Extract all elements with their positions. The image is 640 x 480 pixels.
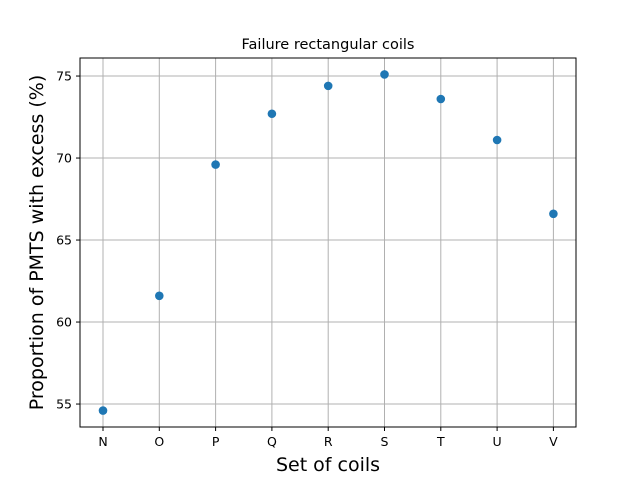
y-tick-label: 65 bbox=[56, 233, 72, 248]
x-tick-label: S bbox=[381, 434, 389, 449]
x-tick-label: N bbox=[98, 434, 107, 449]
plot-frame bbox=[79, 57, 577, 428]
x-tick-label: T bbox=[436, 434, 445, 449]
data-point bbox=[155, 291, 164, 301]
x-tick-label: U bbox=[493, 434, 502, 449]
data-point bbox=[380, 70, 389, 79]
x-axis-label: Set of coils bbox=[276, 454, 380, 476]
x-tick-label: O bbox=[154, 434, 164, 449]
data-point bbox=[211, 160, 220, 169]
y-tick-label: 55 bbox=[56, 397, 72, 412]
y-axis-label: Proportion of PMTS with excess (%) bbox=[26, 75, 48, 410]
x-tick-label: V bbox=[549, 434, 558, 449]
chart-title: Failure rectangular coils bbox=[242, 37, 415, 53]
data-point bbox=[98, 406, 108, 415]
x-tick-label: R bbox=[324, 434, 333, 449]
axis-ticks: N O P Q R S T U V 55 60 65 70 75 bbox=[56, 69, 558, 449]
y-tick-label: 60 bbox=[56, 315, 72, 330]
data-point bbox=[436, 94, 446, 104]
grid-lines bbox=[80, 58, 576, 427]
data-point bbox=[492, 135, 502, 145]
data-point bbox=[549, 209, 558, 219]
y-tick-label: 75 bbox=[56, 69, 72, 84]
data-point bbox=[323, 81, 333, 91]
x-tick-label: P bbox=[212, 434, 220, 449]
y-tick-label: 70 bbox=[56, 151, 72, 166]
x-tick-label: Q bbox=[267, 434, 277, 449]
data-points bbox=[98, 70, 558, 415]
data-point bbox=[267, 109, 277, 119]
